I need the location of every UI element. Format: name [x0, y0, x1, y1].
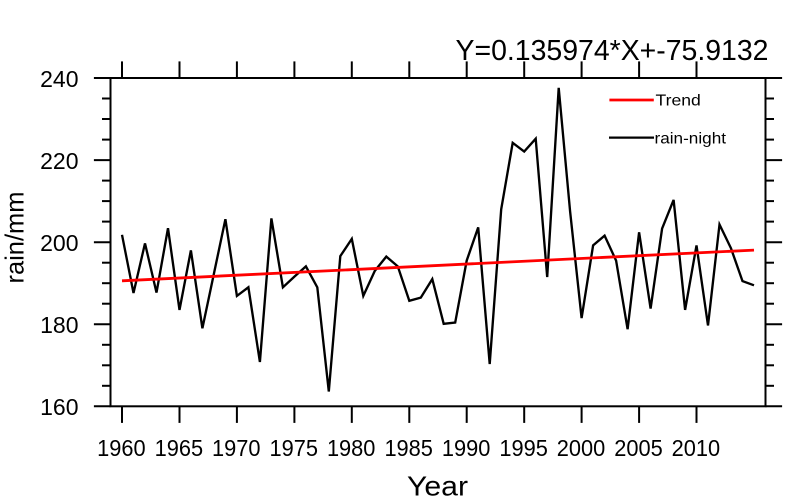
svg-text:240: 240 [40, 66, 78, 92]
svg-text:1975: 1975 [270, 435, 319, 461]
svg-text:2010: 2010 [672, 435, 721, 461]
svg-text:220: 220 [40, 148, 78, 174]
svg-text:Trend: Trend [656, 93, 701, 110]
svg-text:rain-night: rain-night [655, 130, 727, 147]
svg-text:rain/mm: rain/mm [0, 192, 30, 284]
svg-text:1965: 1965 [155, 435, 204, 461]
svg-text:1970: 1970 [212, 435, 261, 461]
svg-text:1960: 1960 [97, 435, 146, 461]
svg-text:Year: Year [407, 471, 468, 502]
svg-text:1980: 1980 [327, 435, 376, 461]
svg-text:2000: 2000 [557, 435, 606, 461]
svg-text:2005: 2005 [614, 435, 663, 461]
svg-text:160: 160 [40, 394, 78, 420]
svg-text:1995: 1995 [499, 435, 548, 461]
svg-text:1990: 1990 [442, 435, 491, 461]
svg-text:200: 200 [40, 230, 78, 256]
svg-text:180: 180 [40, 312, 78, 338]
svg-text:1985: 1985 [384, 435, 433, 461]
svg-text:Y=0.135974*X+-75.9132: Y=0.135974*X+-75.9132 [456, 35, 769, 67]
